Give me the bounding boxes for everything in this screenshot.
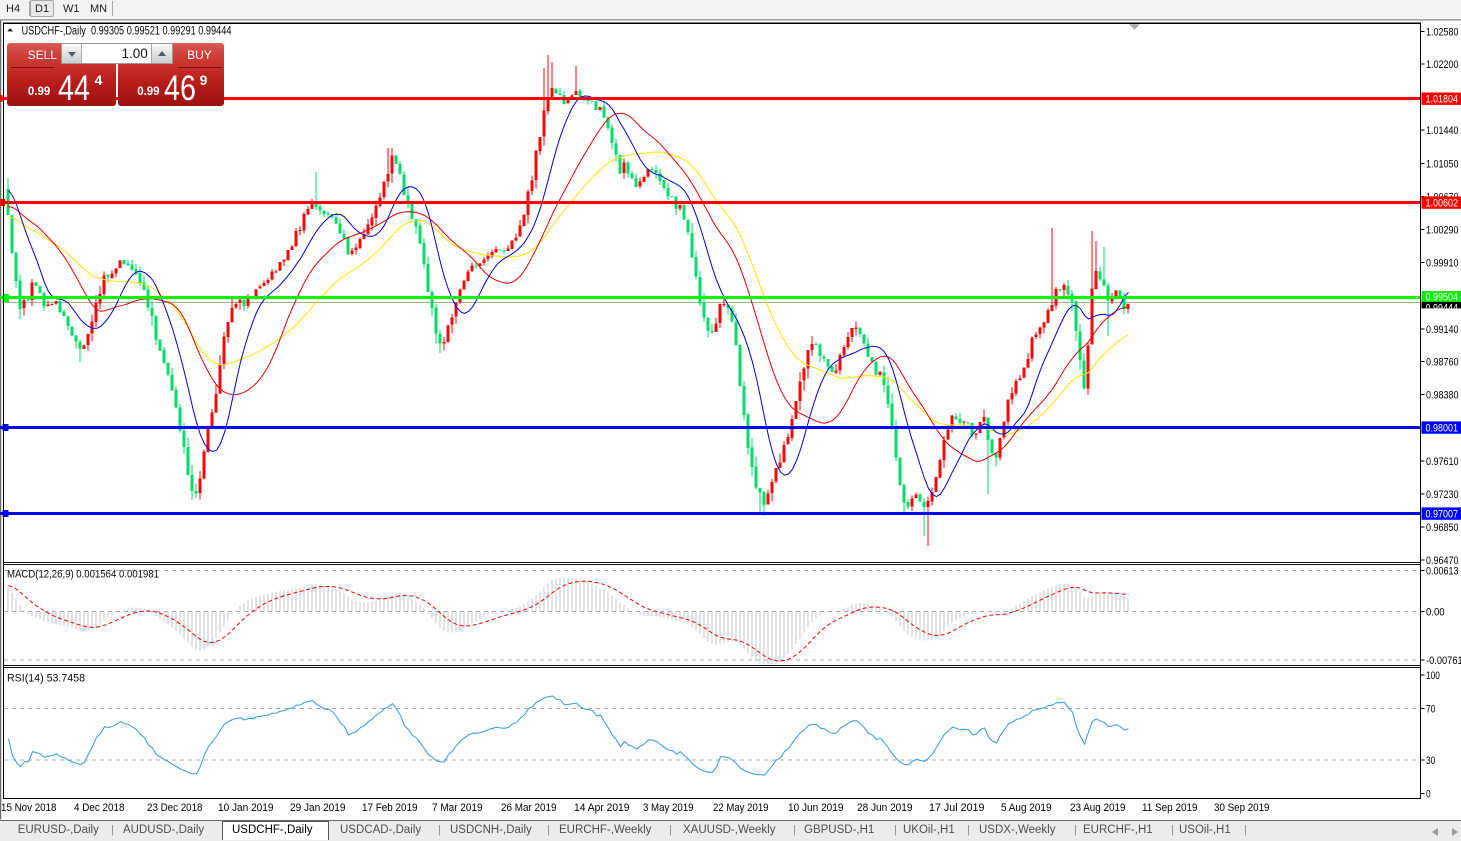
svg-text:100: 100	[1426, 670, 1440, 682]
svg-text:RSI(14) 53.7458: RSI(14) 53.7458	[7, 673, 85, 685]
svg-text:4 Dec 2018: 4 Dec 2018	[74, 802, 125, 814]
svg-text:0.00613: 0.00613	[1426, 565, 1459, 577]
svg-text:0.97610: 0.97610	[1426, 456, 1459, 468]
svg-text:70: 70	[1426, 704, 1435, 716]
svg-text:7 Mar 2019: 7 Mar 2019	[432, 802, 483, 814]
svg-text:0: 0	[1426, 789, 1431, 801]
svg-text:0.99910: 0.99910	[1426, 257, 1459, 269]
svg-text:1.02200: 1.02200	[1426, 59, 1459, 71]
svg-text:26 Mar 2019: 26 Mar 2019	[501, 802, 557, 814]
svg-text:0.96850: 0.96850	[1426, 522, 1459, 534]
svg-text:30: 30	[1426, 755, 1435, 767]
svg-text:3 May 2019: 3 May 2019	[643, 802, 694, 814]
svg-text:29 Jan 2019: 29 Jan 2019	[290, 802, 346, 814]
svg-text:1.01050: 1.01050	[1426, 159, 1459, 171]
svg-text:0.99504: 0.99504	[1426, 292, 1459, 304]
svg-text:30 Sep 2019: 30 Sep 2019	[1214, 802, 1270, 814]
svg-text:17 Feb 2019: 17 Feb 2019	[362, 802, 418, 814]
svg-text:5 Aug 2019: 5 Aug 2019	[1001, 802, 1052, 814]
svg-text:1.00602: 1.00602	[1426, 198, 1459, 210]
svg-text:0.98380: 0.98380	[1426, 390, 1459, 402]
svg-text:0.99140: 0.99140	[1426, 324, 1459, 336]
svg-text:10 Jun 2019: 10 Jun 2019	[788, 802, 844, 814]
svg-text:10 Jan 2019: 10 Jan 2019	[218, 802, 274, 814]
svg-text:1.00290: 1.00290	[1426, 224, 1459, 236]
svg-text:0.97007: 0.97007	[1426, 509, 1459, 521]
svg-text:22 May 2019: 22 May 2019	[713, 802, 769, 814]
svg-text:11 Sep 2019: 11 Sep 2019	[1142, 802, 1198, 814]
svg-text:0.00: 0.00	[1426, 606, 1445, 618]
svg-text:1.01804: 1.01804	[1426, 94, 1459, 106]
svg-text:-0.007612: -0.007612	[1426, 655, 1461, 667]
svg-text:0.96470: 0.96470	[1426, 555, 1459, 567]
svg-text:0.98001: 0.98001	[1426, 423, 1459, 435]
svg-text:USDCHF-,Daily 0.99305 0.99521: USDCHF-,Daily 0.99305 0.99521 0.99291 0.…	[22, 26, 232, 38]
svg-text:15 Nov 2018: 15 Nov 2018	[1, 802, 57, 814]
svg-text:0.97230: 0.97230	[1426, 489, 1459, 501]
svg-text:23 Aug 2019: 23 Aug 2019	[1070, 802, 1126, 814]
svg-text:14 Apr 2019: 14 Apr 2019	[574, 802, 630, 814]
svg-text:23 Dec 2018: 23 Dec 2018	[147, 802, 203, 814]
svg-text:0.98760: 0.98760	[1426, 357, 1459, 369]
svg-text:1.02580: 1.02580	[1426, 26, 1459, 38]
svg-text:MACD(12,26,9) 0.001564 0.00198: MACD(12,26,9) 0.001564 0.001981	[7, 569, 159, 581]
svg-text:1.01440: 1.01440	[1426, 125, 1459, 137]
svg-text:28 Jun 2019: 28 Jun 2019	[857, 802, 913, 814]
svg-text:17 Jul 2019: 17 Jul 2019	[929, 802, 985, 814]
svg-text:0.99444: 0.99444	[1426, 302, 1459, 314]
